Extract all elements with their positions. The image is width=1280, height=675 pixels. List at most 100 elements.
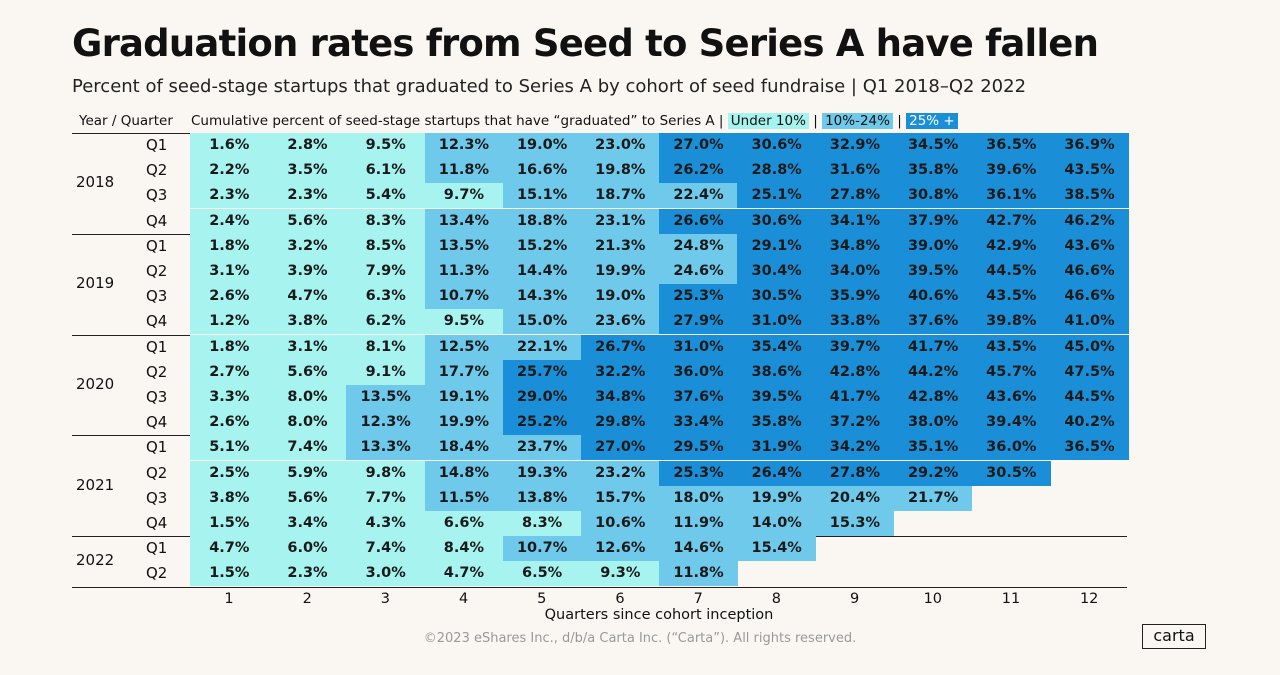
heatmap-cell: 27.8% <box>815 460 895 486</box>
heatmap-cell: 10.7% <box>424 284 504 310</box>
heatmap-cell: 31.6% <box>815 158 895 184</box>
heatmap-cell: 19.8% <box>581 158 660 184</box>
heatmap-cell: 32.2% <box>581 359 660 385</box>
quarter-label: Q2 <box>146 362 168 381</box>
heatmap-cell: 34.8% <box>815 233 895 259</box>
quarter-label: Q2 <box>146 564 168 583</box>
heatmap-cell: 35.8% <box>893 158 973 184</box>
heatmap-cell: 31.0% <box>737 309 816 335</box>
chart-subtitle: Percent of seed-stage startups that grad… <box>72 76 1027 97</box>
heatmap-cell: 12.3% <box>424 133 504 158</box>
heatmap-cell: 1.2% <box>190 309 269 335</box>
row-axis-header: Year / Quarter <box>79 113 173 129</box>
heatmap-cell: 23.0% <box>581 133 660 158</box>
heatmap-cell: 13.3% <box>346 435 425 461</box>
heatmap-cell: 7.4% <box>346 536 425 562</box>
heatmap-cell: 2.6% <box>190 284 269 310</box>
heatmap-cell: 19.0% <box>581 284 660 310</box>
heatmap-cell: 9.1% <box>346 359 425 385</box>
heatmap-cell: 36.1% <box>972 183 1051 209</box>
year-label: 2019 <box>76 274 115 293</box>
heatmap-cell: 15.1% <box>502 183 582 209</box>
heatmap-cell: 23.7% <box>502 435 582 461</box>
heatmap-cell: 15.4% <box>737 536 816 562</box>
heatmap-cell: 23.1% <box>581 208 660 234</box>
heatmap-cell: 26.6% <box>659 208 738 234</box>
heatmap-cell: 21.7% <box>893 485 973 511</box>
heatmap-cell: 42.7% <box>972 208 1051 234</box>
heatmap-cell: 5.6% <box>268 208 347 234</box>
x-tick-label: 5 <box>537 591 547 607</box>
heatmap-cell: 12.3% <box>346 410 425 436</box>
heatmap-cell: 8.5% <box>346 233 425 259</box>
heatmap-cell: 6.3% <box>346 284 425 310</box>
quarter-label: Q4 <box>146 413 168 432</box>
heatmap-cell: 12.6% <box>581 536 660 562</box>
heatmap-cell: 41.7% <box>815 385 895 410</box>
heatmap-cell: 3.4% <box>268 511 347 536</box>
x-tick-label: 9 <box>849 591 860 607</box>
heatmap-cell: 38.6% <box>737 359 816 385</box>
heatmap-cell: 23.2% <box>581 460 660 486</box>
heatmap-cell: 6.1% <box>346 158 425 184</box>
copyright-footer: ©2023 eShares Inc., d/b/a Carta Inc. (“C… <box>423 631 857 646</box>
heatmap-cell: 13.8% <box>502 485 582 511</box>
heatmap-cell: 18.0% <box>659 485 738 511</box>
heatmap-cell: 35.8% <box>737 410 816 436</box>
heatmap-cell: 24.6% <box>659 259 738 284</box>
heatmap-cell: 39.0% <box>893 233 973 259</box>
heatmap-cell: 25.3% <box>659 284 738 310</box>
heatmap-cell: 19.9% <box>737 485 816 511</box>
year-label: 2018 <box>76 173 115 192</box>
heatmap-cell: 9.3% <box>581 561 660 587</box>
heatmap-cell: 17.7% <box>424 359 504 385</box>
heatmap-cell: 11.8% <box>424 158 504 184</box>
column-header: Cumulative percent of seed-stage startup… <box>191 113 958 129</box>
heatmap-cell: 43.6% <box>972 385 1051 410</box>
heatmap-cell: 7.4% <box>268 435 347 461</box>
heatmap-cell: 47.5% <box>1050 359 1129 385</box>
quarter-label: Q4 <box>146 211 168 230</box>
heatmap-cell: 14.4% <box>502 259 582 284</box>
heatmap-cell: 39.7% <box>815 334 895 360</box>
heatmap-cell: 37.6% <box>659 385 738 410</box>
x-tick-label: 12 <box>1079 591 1099 607</box>
heatmap-cell: 43.6% <box>1050 233 1129 259</box>
quarter-label: Q1 <box>146 136 168 154</box>
heatmap-cell: 41.0% <box>1050 309 1129 335</box>
heatmap-cell: 9.5% <box>346 133 425 158</box>
heatmap-cell: 31.0% <box>659 334 738 360</box>
year-label: 2022 <box>76 551 115 570</box>
heatmap-cell: 27.8% <box>815 183 895 209</box>
quarter-label: Q4 <box>146 514 168 532</box>
heatmap-cell: 13.5% <box>424 233 504 259</box>
heatmap-cell: 5.4% <box>346 183 425 209</box>
heatmap-cell: 34.0% <box>815 259 895 284</box>
heatmap-cell: 33.8% <box>815 309 895 335</box>
heatmap-cell: 6.0% <box>268 536 347 562</box>
x-tick-label: 1 <box>224 591 234 607</box>
heatmap-cell: 6.5% <box>502 561 582 587</box>
quarter-label: Q3 <box>146 287 168 306</box>
x-tick-label: 11 <box>1001 591 1021 607</box>
heatmap-cell: 43.5% <box>972 334 1051 360</box>
heatmap-cell: 35.1% <box>893 435 973 461</box>
x-tick-label: 6 <box>615 591 625 607</box>
heatmap-cell: 26.4% <box>737 460 816 486</box>
heatmap-cell: 34.1% <box>815 208 895 234</box>
heatmap-cell: 30.4% <box>737 259 816 284</box>
quarter-label: Q1 <box>146 337 168 356</box>
heatmap-cell: 4.3% <box>346 511 425 536</box>
heatmap-cell: 33.4% <box>659 410 738 436</box>
heatmap-cell: 15.3% <box>815 511 895 536</box>
x-tick-label: 4 <box>458 591 469 607</box>
heatmap-cell: 2.8% <box>268 133 347 158</box>
heatmap-cell: 2.5% <box>190 460 269 486</box>
heatmap-cell: 42.8% <box>815 359 895 385</box>
heatmap-cell: 24.8% <box>659 233 738 259</box>
quarter-label: Q3 <box>146 186 168 205</box>
heatmap-cell: 39.5% <box>893 259 973 284</box>
heatmap-cell: 27.9% <box>659 309 738 335</box>
heatmap-cell: 40.6% <box>893 284 973 310</box>
heatmap-cell: 39.8% <box>972 309 1051 335</box>
